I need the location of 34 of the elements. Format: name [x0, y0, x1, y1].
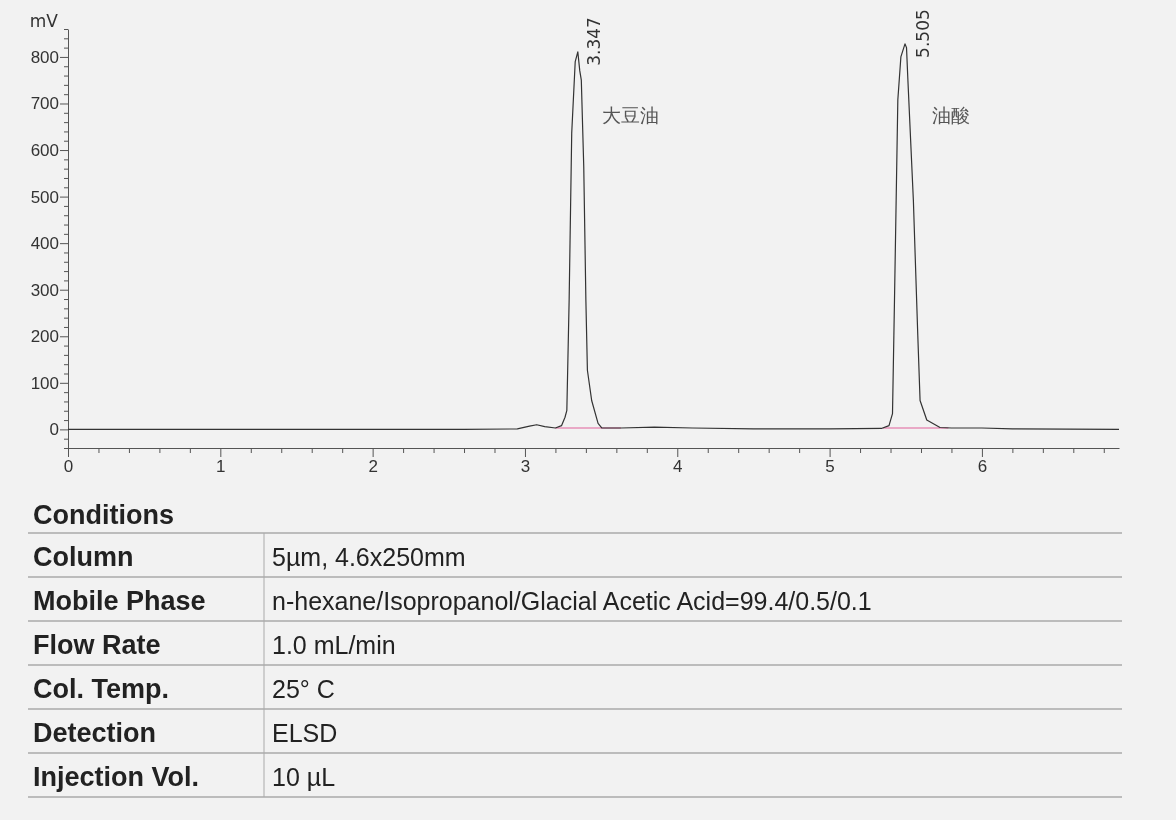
text: Column — [33, 542, 134, 572]
y-tick-label: 0 — [49, 420, 59, 440]
text: Detection — [33, 718, 157, 748]
annotation: 3.347 — [583, 17, 604, 66]
y-tick-label: 800 — [30, 47, 59, 67]
y-axis-title: mV — [29, 11, 59, 31]
y-tick-label: 200 — [30, 327, 59, 347]
x-tick-label: 4 — [673, 457, 683, 477]
annotation: 大豆油 — [602, 104, 659, 126]
x-tick-label: 2 — [368, 457, 378, 477]
text: 25° C — [272, 675, 335, 703]
x-tick-label: 1 — [216, 457, 226, 477]
y-tick-label: 100 — [30, 373, 59, 393]
text: Mobile Phase — [33, 586, 206, 616]
x-tick-label: 6 — [977, 457, 988, 477]
text: Conditions — [33, 500, 174, 530]
text: Flow Rate — [33, 630, 161, 660]
annotation: 油酸 — [932, 104, 970, 126]
y-tick-label: 400 — [30, 234, 59, 254]
text: n-hexane/Isopropanol/Glacial Acetic Acid=99.4/0.5/0.1 — [272, 587, 872, 615]
y-tick-label: 500 — [30, 187, 59, 207]
x-tick-label: 0 — [63, 457, 74, 477]
annotation: 5.505 — [912, 9, 933, 58]
y-tick-label: 300 — [30, 280, 59, 300]
text: 10 µL — [272, 763, 336, 791]
text: 5µm, 4.6x250mm — [272, 543, 466, 571]
text: ELSD — [272, 719, 338, 747]
text: 1.0 mL/min — [272, 631, 396, 659]
y-tick-label: 700 — [30, 94, 59, 114]
x-tick-label: 5 — [825, 457, 835, 477]
x-tick-label: 3 — [520, 457, 531, 477]
text: Injection Vol. — [33, 762, 200, 792]
y-tick-label: 600 — [30, 140, 59, 160]
text: Col. Temp. — [33, 674, 170, 704]
